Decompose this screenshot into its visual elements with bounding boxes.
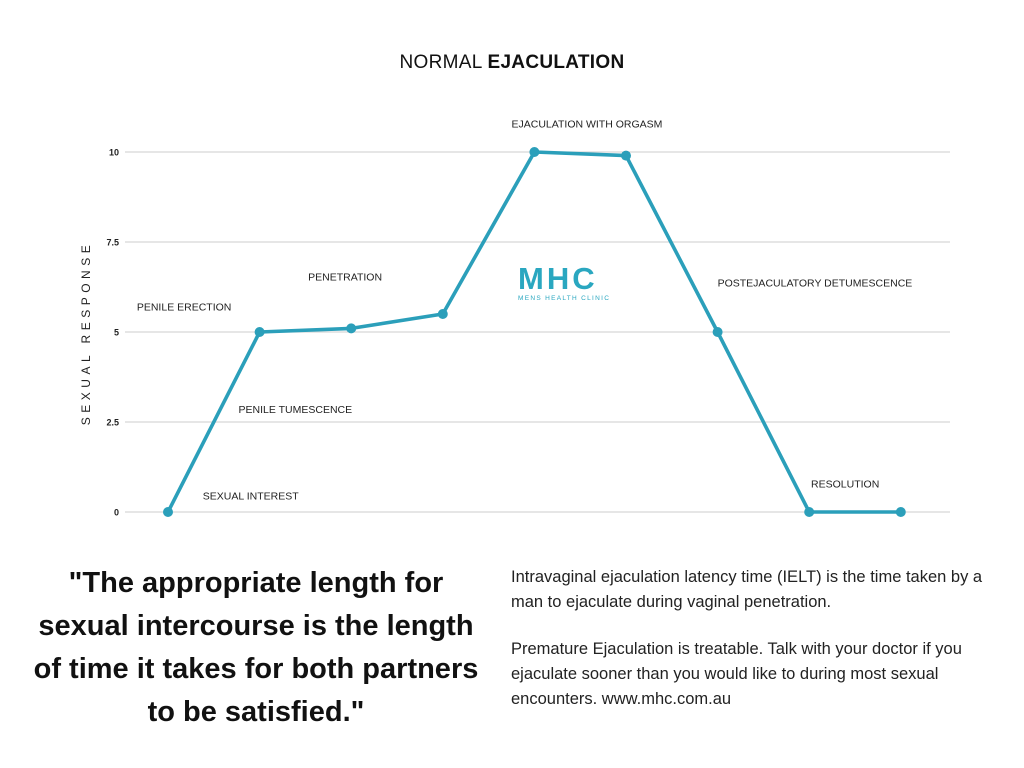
y-tick-label: 10	[109, 148, 119, 158]
stage-annotation: PENILE TUMESCENCE	[239, 404, 353, 416]
y-axis-label: SEXUAL RESPONSE	[79, 240, 93, 426]
info-block: Intravaginal ejaculation latency time (I…	[511, 565, 1011, 734]
data-point	[163, 507, 173, 517]
logo-subtitle: MENS HEALTH CLINIC	[518, 295, 611, 302]
data-point	[254, 327, 265, 337]
data-point	[621, 150, 631, 161]
stage-annotation: RESOLUTION	[811, 479, 879, 491]
stage-annotation: POSTEJACULATORY DETUMESCENCE	[718, 278, 913, 290]
data-point	[437, 309, 448, 319]
chart-title-prefix: NORMAL	[399, 52, 488, 73]
mhc-logo: MHC MENS HEALTH CLINIC	[518, 263, 618, 302]
info-paragraph-ielt: Intravaginal ejaculation latency time (I…	[511, 568, 983, 611]
data-point	[895, 507, 906, 517]
y-tick-labels: 0 2.5 5 7.5 10	[106, 148, 119, 518]
chart-title-emphasis: EJACULATION	[487, 52, 625, 73]
annotations: SEXUAL INTEREST PENILE TUMESCENCE PENILE E…	[137, 119, 912, 503]
chart-title: NORMAL EJACULATION	[0, 52, 1024, 74]
grid-lines	[125, 151, 950, 513]
y-tick-label: 2.5	[106, 418, 119, 428]
info-paragraph-treatable: Premature Ejaculation is treatable. Talk…	[511, 640, 962, 708]
y-tick-label: 5	[114, 328, 119, 338]
stage-annotation: EJACULATION WITH ORGASM	[512, 119, 663, 131]
data-point	[529, 147, 540, 157]
data-point	[346, 323, 357, 334]
data-point	[712, 327, 723, 337]
data-point	[804, 507, 815, 517]
stage-annotation: PENILE ERECTION	[137, 301, 232, 313]
quote-text: "The appropriate length for sexual inter…	[33, 567, 479, 728]
data-points	[163, 147, 906, 517]
stage-annotation: SEXUAL INTEREST	[203, 490, 299, 502]
y-tick-label: 7.5	[106, 238, 119, 248]
stage-annotation: PENETRATION	[308, 272, 382, 284]
line-chart: 0 2.5 5 7.5 10 SEXUAL INTEREST PENILE TUMESCE…	[106, 119, 950, 518]
y-tick-label: 0	[114, 508, 119, 518]
logo-mark: MHC	[518, 261, 598, 296]
